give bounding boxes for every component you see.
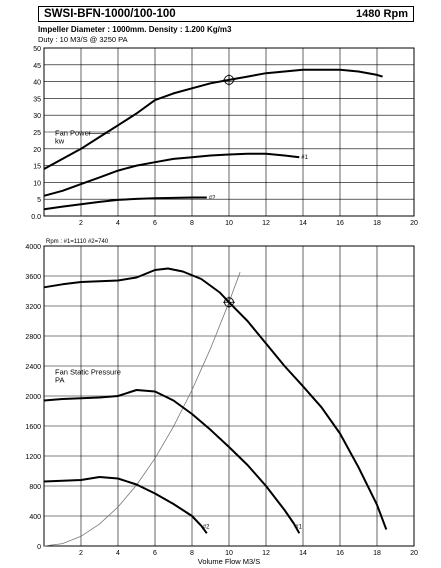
power-x-tick-label: 10 bbox=[225, 220, 233, 227]
power-y-tick-label: 40 bbox=[33, 80, 41, 87]
pressure-y-tick-label: 1200 bbox=[25, 454, 41, 461]
power-y-tick-label: 35 bbox=[33, 96, 41, 103]
pressure-y-label: Fan Static Pressure bbox=[55, 367, 121, 376]
power-y-tick-label: 50 bbox=[33, 46, 41, 53]
power-x-tick-label: 16 bbox=[336, 220, 344, 227]
pressure-y-tick-label: 400 bbox=[29, 514, 41, 521]
power-plot-frame bbox=[43, 47, 415, 217]
pressure-y-tick-label: 2000 bbox=[25, 394, 41, 401]
pressure-series-label: #2 bbox=[203, 524, 210, 530]
power-x-tick-label: 12 bbox=[262, 220, 270, 227]
pressure-y-tick-label: 4000 bbox=[25, 244, 41, 251]
chart-title: SWSI-BFN-1000/100-100 bbox=[44, 8, 176, 20]
power-curve-speed-1 bbox=[43, 152, 300, 197]
power-y-tick-label: 45 bbox=[33, 63, 41, 70]
power-y-tick-label: 5 bbox=[37, 197, 41, 204]
power-x-tick-label: 4 bbox=[116, 220, 120, 227]
power-x-tick-label: 20 bbox=[410, 220, 418, 227]
power-series-label: #2 bbox=[209, 196, 216, 202]
pressure-y-tick-label: 2800 bbox=[25, 334, 41, 341]
power-y-tick-label: 0.0 bbox=[31, 214, 41, 221]
pressure-y-tick-label: 3600 bbox=[25, 274, 41, 281]
power-y-tick-label: 15 bbox=[33, 164, 41, 171]
x-axis-label: Volume Flow M3/S bbox=[198, 557, 261, 566]
power-y-tick-label: 20 bbox=[33, 147, 41, 154]
pressure-y-tick-label: 0 bbox=[37, 544, 41, 551]
pressure-y-tick-label: 800 bbox=[29, 484, 41, 491]
power-x-tick-label: 18 bbox=[373, 220, 381, 227]
pressure-x-tick-label: 8 bbox=[190, 550, 194, 557]
pressure-x-tick-label: 6 bbox=[153, 550, 157, 557]
pressure-x-tick-label: 2 bbox=[79, 550, 83, 557]
pressure-y-tick-label: 3200 bbox=[25, 304, 41, 311]
power-curve-speed-2 bbox=[43, 196, 207, 211]
rpm-annotation: Rpm : #1=1110 #2=740 bbox=[46, 239, 109, 245]
power-y-tick-label: 30 bbox=[33, 113, 41, 120]
chart-title-box: SWSI-BFN-1000/100-100 1480 Rpm bbox=[38, 6, 414, 22]
pressure-x-tick-label: 18 bbox=[373, 550, 381, 557]
pressure-x-tick-label: 16 bbox=[336, 550, 344, 557]
fan-speed: 1480 Rpm bbox=[356, 8, 408, 20]
pressure-x-tick-label: 20 bbox=[410, 550, 418, 557]
power-x-tick-label: 2 bbox=[79, 220, 83, 227]
pressure-x-tick-label: 12 bbox=[262, 550, 270, 557]
pressure-curve-speed-1 bbox=[43, 389, 301, 534]
system-resistance-curve bbox=[43, 271, 241, 547]
impeller-spec: Impeller Diameter : 1000mm. Density : 1.… bbox=[38, 25, 232, 34]
pressure-y-tick-label: 1600 bbox=[25, 424, 41, 431]
power-y-label: Fan Power bbox=[55, 128, 92, 137]
pressure-series-label: #1 bbox=[295, 524, 302, 530]
pressure-curve-speed-2 bbox=[43, 476, 208, 534]
power-series-label: #1 bbox=[301, 155, 308, 161]
power-x-tick-label: 14 bbox=[299, 220, 307, 227]
duty-point-text: Duty : 10 M3/S @ 3250 PA bbox=[38, 35, 128, 44]
pressure-y-unit: PA bbox=[55, 375, 64, 384]
pressure-x-tick-label: 4 bbox=[116, 550, 120, 557]
pressure-x-tick-label: 14 bbox=[299, 550, 307, 557]
power-y-tick-label: 10 bbox=[33, 180, 41, 187]
power-x-tick-label: 6 bbox=[153, 220, 157, 227]
power-y-tick-label: 25 bbox=[33, 130, 41, 137]
pressure-plot-frame bbox=[43, 245, 415, 547]
pressure-x-tick-label: 10 bbox=[225, 550, 233, 557]
power-x-tick-label: 8 bbox=[190, 220, 194, 227]
pressure-curve-full-speed bbox=[43, 267, 388, 530]
power-y-unit: kw bbox=[55, 136, 65, 145]
pressure-y-tick-label: 2400 bbox=[25, 364, 41, 371]
power-curve-full-speed bbox=[43, 68, 383, 170]
